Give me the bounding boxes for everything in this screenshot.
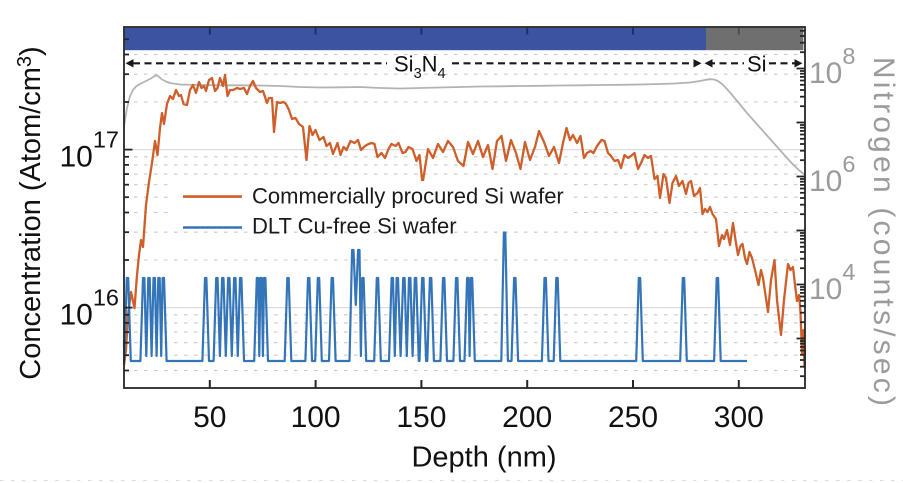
svg-text:250: 250 bbox=[608, 401, 658, 434]
svg-text:DLT Cu-free Si wafer: DLT Cu-free Si wafer bbox=[252, 214, 457, 239]
svg-text:300: 300 bbox=[714, 401, 764, 434]
svg-text:Si: Si bbox=[747, 52, 767, 77]
svg-text:Depth (nm): Depth (nm) bbox=[411, 442, 556, 474]
svg-text:50: 50 bbox=[193, 401, 226, 434]
svg-text:100: 100 bbox=[291, 401, 341, 434]
svg-text:Concentration (Atom/cm3): Concentration (Atom/cm3) bbox=[14, 46, 47, 379]
svg-text:200: 200 bbox=[502, 401, 552, 434]
svg-text:Commercially procured Si wafer: Commercially procured Si wafer bbox=[252, 184, 564, 209]
svg-text:Nitrogen (counts/sec): Nitrogen (counts/sec) bbox=[867, 57, 900, 409]
svg-text:150: 150 bbox=[396, 401, 446, 434]
